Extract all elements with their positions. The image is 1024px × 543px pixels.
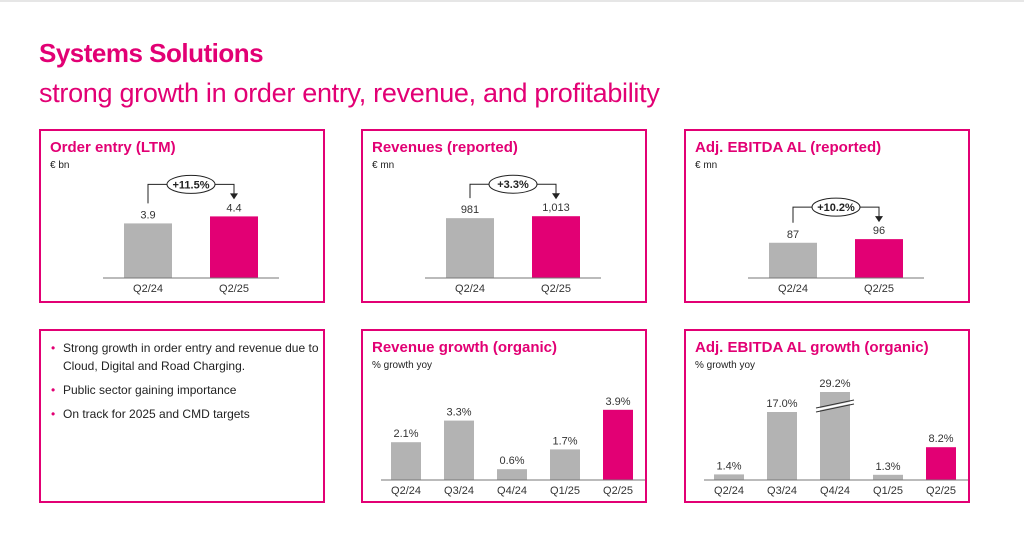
bar-Q2/25 — [603, 409, 633, 480]
data-label: 87 — [787, 229, 799, 241]
bullet-item: • On track for 2025 and CMD targets — [51, 407, 250, 421]
chart-order-entry: 3.9 Q2/24 4.4 Q2/25 +11.5% — [103, 174, 279, 295]
data-label: 4.4 — [226, 202, 241, 214]
panel-revenues: Revenues (reported) € mn 981 Q2/24 1,013 Q2… — [361, 129, 647, 303]
tick-label: Q2/24 — [455, 283, 485, 295]
panel-highlights: • Strong growth in order entry and revenu… — [39, 329, 325, 503]
tick-label: Q2/24 — [714, 485, 744, 497]
panel-order-entry: Order entry (LTM) € bn 3.9 Q2/24 4.4 Q2/25 +… — [39, 129, 325, 303]
bar-Q2/25 — [926, 447, 956, 480]
chart-revenue-growth: 2.1% Q2/24 3.3% Q3/24 0.6% Q4/24 1.7% Q1/25 3.9%… — [381, 396, 645, 497]
bar-Q3/24 — [444, 420, 474, 480]
data-label: 2.1% — [393, 428, 418, 440]
tick-label: Q3/24 — [767, 485, 797, 497]
change-label: +11.5% — [172, 179, 209, 191]
bar-Q1/25 — [873, 474, 903, 480]
data-label: 1.3% — [875, 461, 900, 473]
tick-label: Q2/24 — [133, 283, 163, 295]
chart-title: Revenue growth (organic) — [372, 339, 558, 356]
data-label: 8.2% — [928, 433, 953, 445]
bullet-item: • Public sector gaining importance — [51, 383, 237, 397]
chart-title: Adj. EBITDA AL growth (organic) — [695, 339, 929, 356]
arrow-down-icon — [230, 193, 238, 200]
tick-label: Q2/25 — [219, 283, 249, 295]
tick-label: Q4/24 — [820, 485, 850, 497]
tick-label: Q2/25 — [926, 485, 956, 497]
data-label: 3.3% — [446, 407, 471, 419]
bar-Q1/25 — [550, 449, 580, 480]
chart-revenues: 981 Q2/24 1,013 Q2/25 +3.3% — [425, 174, 601, 295]
tick-label: Q1/25 — [873, 485, 903, 497]
data-label: 1.7% — [552, 435, 577, 447]
chart-ebitda-growth: 1.4% Q2/24 17.0% Q3/24 29.2% Q4/24 1.3% Q1/25 8.… — [704, 378, 968, 497]
tick-label: Q1/25 — [550, 485, 580, 497]
tick-label: Q2/25 — [603, 485, 633, 497]
chart-title: Adj. EBITDA AL (reported) — [695, 139, 882, 156]
axis-break-gap — [816, 401, 854, 411]
bar-Q2/25 — [532, 216, 580, 278]
bar-Q2/24 — [446, 218, 494, 278]
data-label: 96 — [873, 225, 885, 237]
bar-Q2/25 — [210, 216, 258, 278]
bar-Q2/25 — [855, 239, 903, 278]
bar-Q2/24 — [391, 442, 421, 480]
panel-revenue-growth: Revenue growth (organic) % growth yoy 2.… — [361, 329, 647, 503]
tick-label: Q3/24 — [444, 485, 474, 497]
chart-unit: € mn — [695, 160, 718, 171]
panel-ebitda-growth: Adj. EBITDA AL growth (organic) % growth… — [684, 329, 970, 503]
data-label: 1,013 — [542, 202, 570, 214]
chart-unit: % growth yoy — [695, 360, 756, 371]
bar-Q2/24 — [769, 242, 817, 278]
tick-label: Q2/25 — [541, 283, 571, 295]
data-label: 0.6% — [499, 455, 524, 467]
tick-label: Q4/24 — [497, 485, 527, 497]
data-label: 1.4% — [716, 460, 741, 472]
slide-subtitle: strong growth in order entry, revenue, a… — [39, 78, 660, 108]
chart-unit: € mn — [372, 160, 395, 171]
chart-unit: % growth yoy — [372, 360, 433, 371]
data-label: 3.9 — [140, 209, 155, 221]
data-label: 3.9% — [605, 396, 630, 408]
data-label: 29.2% — [819, 378, 850, 390]
slide-title: Systems Solutions — [39, 38, 264, 68]
data-label: 17.0% — [766, 398, 797, 410]
arrow-down-icon — [552, 193, 560, 200]
change-label: +3.3% — [497, 179, 529, 191]
change-label: +10.2% — [817, 202, 855, 214]
bar-Q4/24 — [497, 469, 527, 480]
bar-Q2/24 — [714, 474, 744, 480]
tick-label: Q2/24 — [778, 283, 808, 295]
chart-title: Order entry (LTM) — [50, 139, 176, 156]
arrow-down-icon — [875, 216, 883, 223]
axis-break-marker — [815, 399, 855, 413]
bar-Q3/24 — [767, 412, 797, 480]
data-label: 981 — [461, 204, 479, 216]
bar-Q2/24 — [124, 223, 172, 278]
tick-label: Q2/24 — [391, 485, 421, 497]
bullet-item: • Strong growth in order entry and revenu… — [51, 341, 319, 373]
chart-title: Revenues (reported) — [372, 139, 518, 156]
change-bubble — [811, 197, 861, 217]
tick-label: Q2/25 — [864, 283, 894, 295]
change-bubble — [166, 174, 216, 194]
chart-adj-ebitda: 87 Q2/24 96 Q2/25 +10.2% — [748, 197, 924, 295]
change-bubble — [488, 174, 538, 194]
panel-adj-ebitda: Adj. EBITDA AL (reported) € mn 87 Q2/24 96… — [684, 129, 970, 303]
chart-unit: € bn — [50, 160, 70, 171]
